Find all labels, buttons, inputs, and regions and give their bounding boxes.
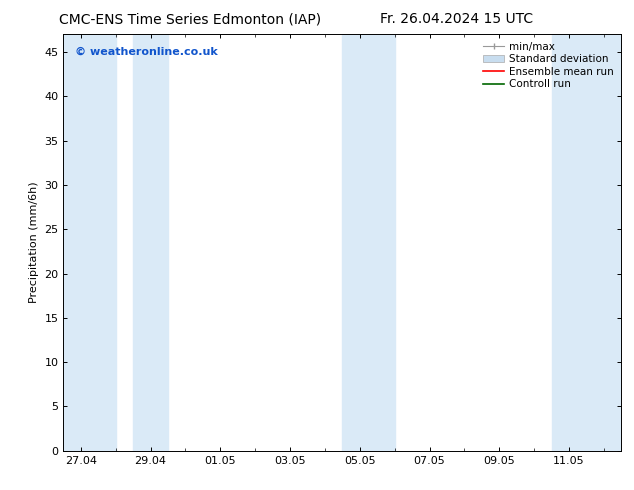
Bar <box>552 34 621 451</box>
Legend: min/max, Standard deviation, Ensemble mean run, Controll run: min/max, Standard deviation, Ensemble me… <box>481 40 616 92</box>
Y-axis label: Precipitation (mm/6h): Precipitation (mm/6h) <box>29 182 39 303</box>
Bar <box>133 34 168 451</box>
Bar <box>342 34 394 451</box>
Text: CMC-ENS Time Series Edmonton (IAP): CMC-ENS Time Series Edmonton (IAP) <box>59 12 321 26</box>
Text: © weatheronline.co.uk: © weatheronline.co.uk <box>75 47 217 57</box>
Text: Fr. 26.04.2024 15 UTC: Fr. 26.04.2024 15 UTC <box>380 12 533 26</box>
Bar <box>63 34 115 451</box>
